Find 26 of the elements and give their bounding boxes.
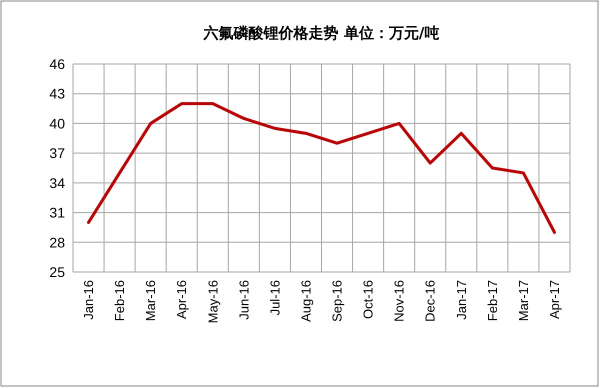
y-tick-label: 40 — [49, 115, 66, 132]
x-tick-label: Jan-16 — [81, 280, 96, 320]
y-tick-label: 28 — [49, 234, 66, 250]
y-tick-label: 34 — [49, 174, 66, 191]
x-tick-label: Aug-16 — [298, 280, 314, 322]
x-tick-label: Feb-16 — [112, 280, 128, 322]
x-tick-label: Feb-17 — [484, 280, 500, 322]
y-tick-label: 31 — [49, 204, 66, 221]
chart-title: 六氟磷酸锂价格走势 单位：万元/吨 — [202, 24, 440, 42]
y-tick-label: 46 — [49, 56, 66, 72]
x-tick-label: Jun-16 — [236, 280, 252, 320]
x-tick-label: Apr-17 — [546, 280, 562, 320]
x-tick-label: Oct-16 — [360, 280, 376, 320]
y-tick-label: 25 — [49, 264, 66, 280]
x-tick-label: Jul-16 — [267, 280, 282, 316]
y-tick-label: 37 — [49, 145, 66, 162]
x-tick-label: Dec-16 — [422, 280, 438, 322]
x-tick-label: Apr-16 — [174, 280, 190, 320]
x-tick-label: Mar-17 — [516, 280, 531, 322]
y-tick-label: 43 — [49, 86, 66, 102]
line-series — [87, 102, 556, 234]
x-tick-label: Sep-16 — [330, 280, 345, 322]
x-tick-label: Jan-17 — [454, 280, 469, 320]
x-tick-label: Mar-16 — [143, 280, 158, 322]
x-tick-label: Nov-16 — [392, 280, 407, 322]
x-tick-label: May-16 — [205, 280, 220, 324]
